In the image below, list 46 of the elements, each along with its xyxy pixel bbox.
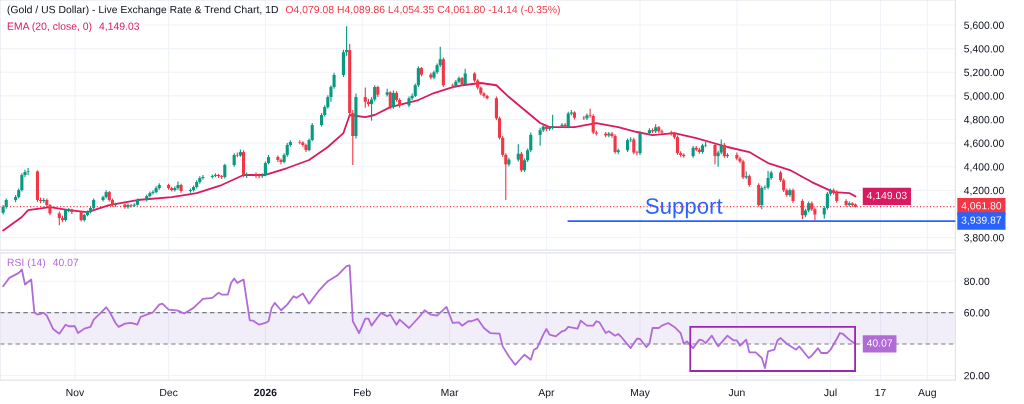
x-tick-label: Jun: [728, 388, 745, 397]
y-tick-label: 5,400.00: [964, 45, 1004, 54]
candlestick: [279, 157, 283, 165]
candlestick: [638, 130, 642, 156]
data-label: 3,939.87: [961, 216, 1002, 226]
x-tick-label: Nov: [66, 388, 85, 397]
data-label: 4,149.03: [866, 191, 907, 201]
y-tick-label: 4,400.00: [963, 163, 1004, 172]
y-tick-label: 4,800.00: [963, 115, 1004, 125]
candlestick: [519, 151, 523, 173]
candlestick: [560, 122, 564, 129]
y-tick-label: 5,600.00: [964, 21, 1004, 31]
candlestick: [760, 185, 764, 210]
y-tick-label: 60.00: [964, 309, 990, 317]
annotation: O4,079.08 H4,089.86 L4,054.35 C4,061.80 -14.14 (-0.35%): [285, 5, 560, 16]
candlestick: [201, 174, 205, 181]
y-tick-label: 4,600.00: [963, 139, 1004, 149]
series-label: RSI (14): [7, 258, 46, 269]
y-tick-label: 3,800.00: [964, 234, 1004, 243]
candlestick: [713, 142, 717, 165]
candlestick: [538, 127, 542, 147]
x-tick-label: Dec: [160, 388, 178, 397]
x-tick-label: Apr: [538, 388, 555, 399]
x-tick-label: 2026: [254, 388, 277, 397]
y-tick-label: 5,200.00: [964, 68, 1004, 78]
x-tick-label: Aug: [918, 388, 936, 399]
candlestick: [813, 206, 817, 221]
text: EMA (20, close, 0): [7, 22, 92, 32]
y-tick-label: 4,200.00: [963, 186, 1004, 196]
y-tick-label: 20.00: [964, 371, 990, 380]
x-tick-label: 17: [875, 388, 886, 397]
x-tick-label: May: [631, 388, 650, 399]
x-tick-label: Mar: [441, 388, 459, 397]
y-tick-label: 5,000.00: [964, 92, 1004, 101]
text: 40.07: [52, 258, 79, 267]
candlestick: [126, 202, 130, 210]
candlestick: [254, 172, 258, 179]
annotation: Support: [645, 198, 723, 219]
ref-line-label: 4,061.80: [961, 202, 1002, 211]
text: 4,149.03: [99, 22, 140, 32]
chart-title: (Gold / US Dollar) - Live Exchange Rate & Trend Chart, 1D: [7, 5, 278, 16]
x-tick-label: Jul: [824, 388, 837, 397]
y-tick-label: 80.00: [964, 277, 990, 286]
line-series: [2, 82, 857, 232]
data-label: 40.07: [866, 339, 893, 347]
x-tick-label: Feb: [354, 388, 371, 397]
